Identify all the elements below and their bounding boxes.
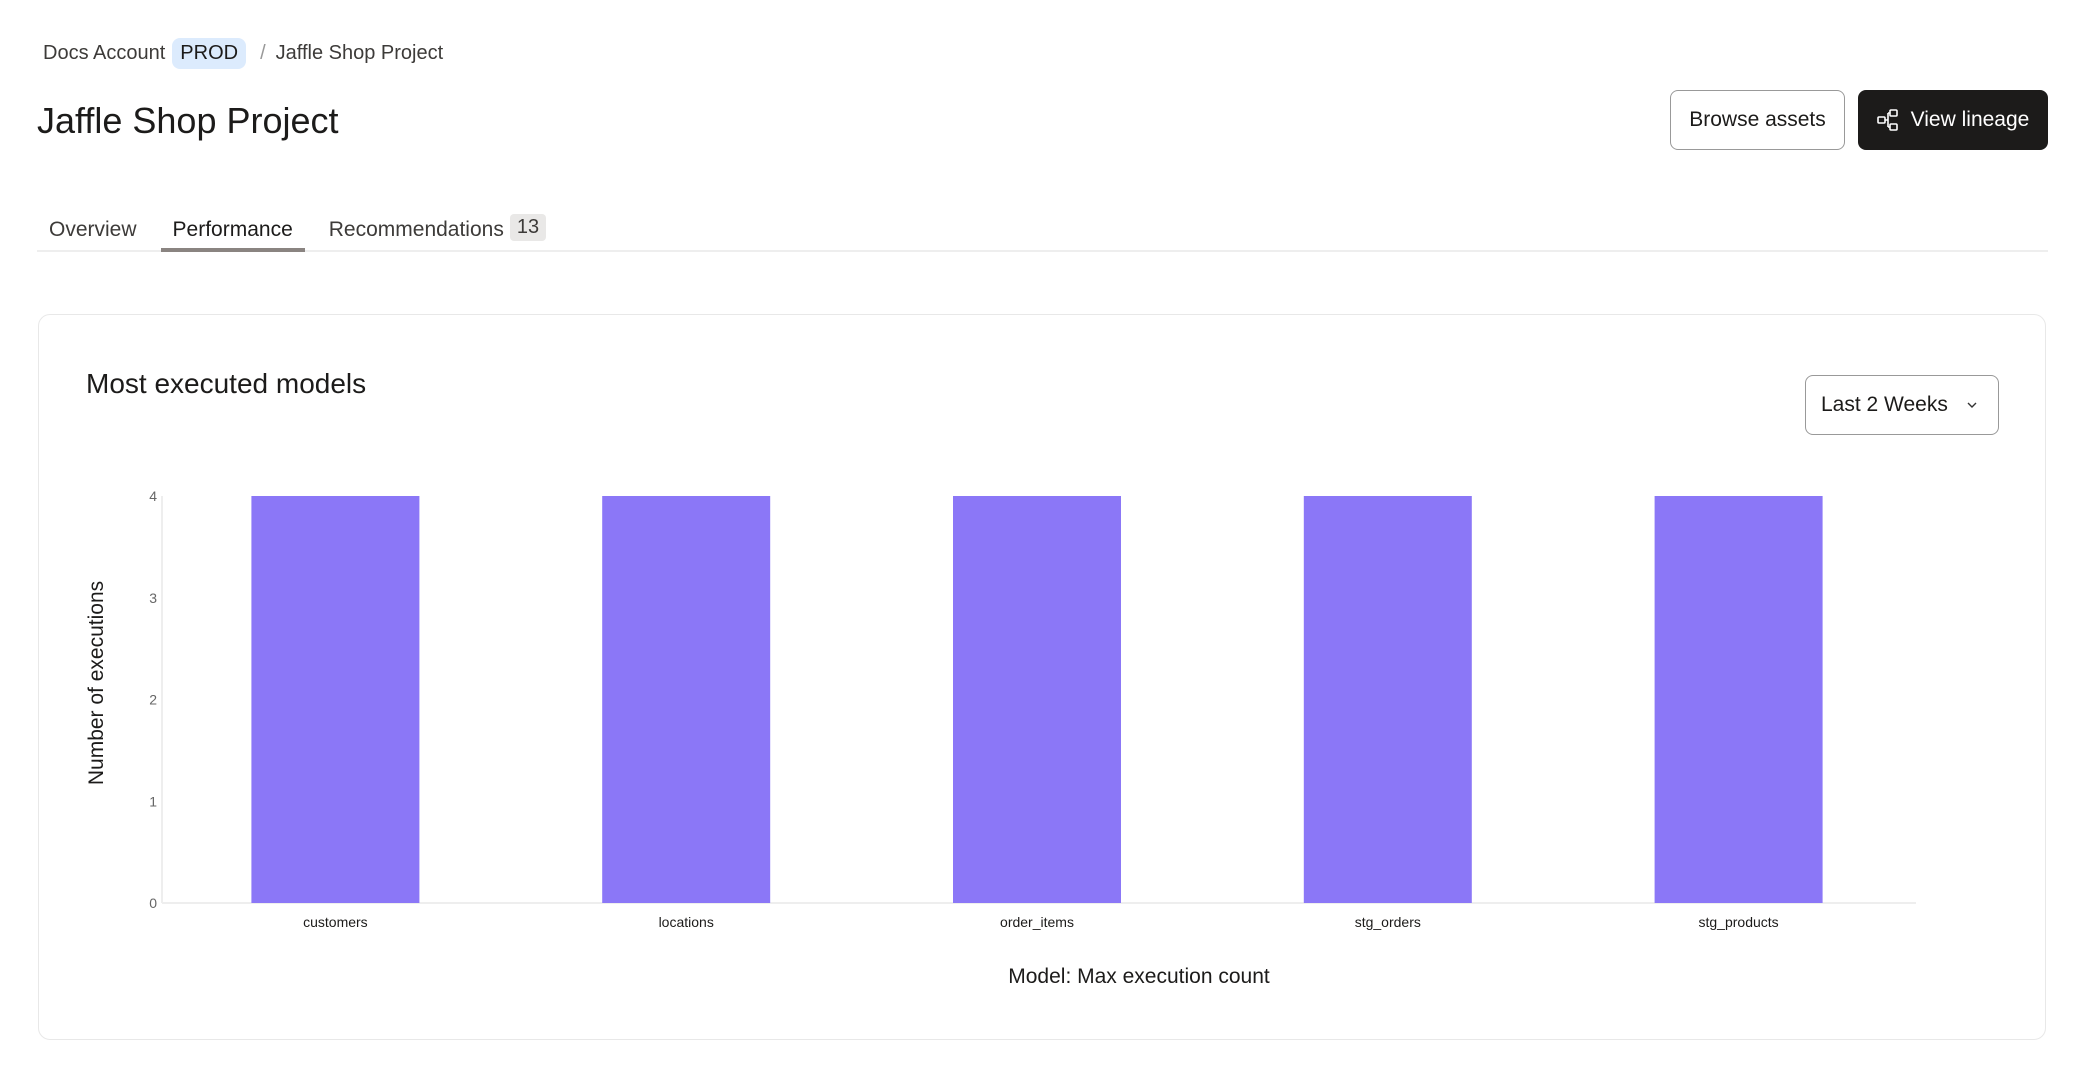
x-axis-title: Model: Max execution count <box>1008 965 1270 988</box>
tab-bar: Overview Performance Recommendations 13 <box>37 214 2048 252</box>
x-tick-label: stg_orders <box>1355 914 1421 930</box>
time-range-select[interactable]: Last 2 Weeks <box>1805 375 1999 435</box>
chart-card <box>38 314 2046 1040</box>
bar-locations <box>602 496 771 903</box>
y-tick-label: 2 <box>149 692 157 708</box>
x-tick-label: order_items <box>1000 914 1074 930</box>
tab-overview[interactable]: Overview <box>37 214 149 252</box>
y-axis-title: Number of executions <box>85 581 108 785</box>
view-lineage-label: View lineage <box>1910 108 2030 131</box>
env-badge: PROD <box>172 38 247 69</box>
breadcrumb-project[interactable]: Jaffle Shop Project <box>275 42 444 64</box>
y-tick-label: 3 <box>149 590 157 606</box>
y-tick-label: 4 <box>149 488 157 504</box>
breadcrumb-account[interactable]: Docs Account <box>43 42 166 64</box>
bar-order_items <box>953 496 1121 903</box>
browse-assets-button[interactable]: Browse assets <box>1670 90 1845 150</box>
card-title: Most executed models <box>86 368 367 399</box>
view-lineage-button[interactable]: View lineage <box>1858 90 2048 150</box>
tab-label: Recommendations <box>328 218 504 241</box>
lineage-icon <box>1876 109 1898 131</box>
tab-performance[interactable]: Performance <box>160 214 305 252</box>
breadcrumb-separator: / <box>260 42 266 64</box>
y-tick-label: 0 <box>149 895 157 911</box>
y-tick-label: 1 <box>149 793 157 809</box>
bar-stg_products <box>1654 496 1823 903</box>
x-tick-label: customers <box>303 914 368 930</box>
bar-customers <box>251 496 420 903</box>
chevron-down-icon <box>1967 402 1977 408</box>
recommendations-count-badge: 13 <box>509 214 547 241</box>
bar-stg_orders <box>1303 496 1472 903</box>
tab-label: Overview <box>49 218 137 241</box>
time-range-value: Last 2 Weeks <box>1821 393 1948 416</box>
x-tick-label: locations <box>659 914 714 930</box>
breadcrumb: Docs Account PROD / Jaffle Shop Project <box>43 38 443 69</box>
tab-recommendations[interactable]: Recommendations 13 <box>317 214 558 252</box>
x-tick-label: stg_products <box>1699 914 1779 930</box>
tab-label: Performance <box>172 218 293 241</box>
page-title: Jaffle Shop Project <box>37 100 339 141</box>
